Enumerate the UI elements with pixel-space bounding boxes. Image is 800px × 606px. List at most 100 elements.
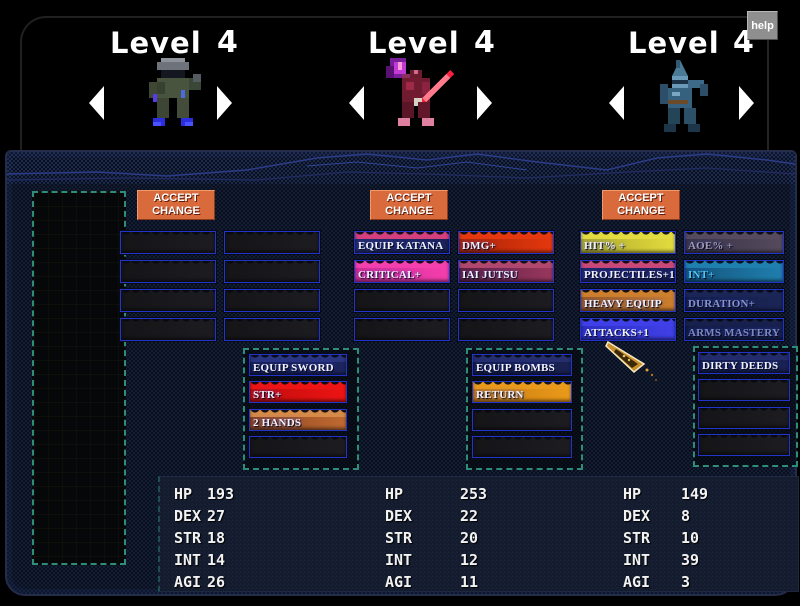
skill-button-arms-mastery[interactable]: ARMS MASTERY xyxy=(684,318,784,341)
prev-character-arrow[interactable] xyxy=(349,85,369,121)
stat-row: STR 20 xyxy=(385,529,487,551)
stat-label: AGI xyxy=(385,573,413,591)
stat-row: DEX 27 xyxy=(174,507,234,529)
skill-slot-empty[interactable] xyxy=(698,407,790,429)
skill-button-dmg-plus[interactable]: DMG+ xyxy=(458,231,554,254)
stat-row: DEX 22 xyxy=(385,507,487,529)
cursor-icon xyxy=(605,340,657,381)
stat-row: AGI 11 xyxy=(385,573,487,595)
character-sprite xyxy=(660,60,708,132)
stat-row: AGI 26 xyxy=(174,573,234,595)
stat-row: HP 253 xyxy=(385,485,487,507)
accept-line1: ACCEPT xyxy=(153,192,199,204)
stat-value: 14 xyxy=(207,551,226,569)
next-character-arrow[interactable] xyxy=(477,85,497,121)
left-arrow-icon xyxy=(609,86,624,120)
stat-value: 20 xyxy=(460,529,479,547)
accept-line2: CHANGE xyxy=(152,205,200,217)
stat-value: 12 xyxy=(460,551,479,569)
skill-slot-empty[interactable] xyxy=(472,409,572,431)
stat-label: HP xyxy=(174,485,193,503)
skill-slot-empty[interactable] xyxy=(354,318,450,341)
skill-slot-empty[interactable] xyxy=(120,231,216,254)
level-value: 4 xyxy=(217,25,238,60)
skill-button-attacks-plus[interactable]: ATTACKS+1 xyxy=(580,318,676,341)
stat-label: STR xyxy=(174,529,202,547)
right-arrow-icon xyxy=(217,86,232,120)
character-3-stats: HP 149 DEX 8 STR 10 INT 39 AGI 3 xyxy=(623,485,708,595)
stat-value: 3 xyxy=(681,573,691,591)
stat-row: INT 14 xyxy=(174,551,234,573)
next-character-arrow[interactable] xyxy=(739,85,759,121)
prev-character-arrow[interactable] xyxy=(89,85,109,121)
left-arrow-icon xyxy=(89,86,104,120)
stat-label: AGI xyxy=(174,573,202,591)
stat-row: STR 10 xyxy=(623,529,708,551)
stat-label: INT xyxy=(385,551,413,569)
skill-button-iai-jutsu[interactable]: IAI JUTSU xyxy=(458,260,554,283)
right-arrow-icon xyxy=(477,86,492,120)
skill-slot-empty[interactable] xyxy=(458,318,554,341)
skill-button-equip-katana[interactable]: EQUIP KATANA xyxy=(354,231,450,254)
skill-slot-empty[interactable] xyxy=(224,289,320,312)
level-value: 4 xyxy=(474,25,495,60)
skill-button-dirty-deeds[interactable]: DIRTY DEEDS xyxy=(698,352,790,374)
stat-label: DEX xyxy=(174,507,202,525)
character-1-stats: HP 193 DEX 27 STR 18 INT 14 AGI 26 xyxy=(174,485,234,595)
top-frame-border xyxy=(20,16,769,150)
skill-slot-empty[interactable] xyxy=(698,434,790,456)
skill-button-duration-plus[interactable]: DURATION+ xyxy=(684,289,784,312)
stat-label: HP xyxy=(623,485,642,503)
skill-button-projectiles[interactable]: PROJECTILES+1 xyxy=(580,260,676,283)
skill-button-str-plus[interactable]: STR+ xyxy=(249,381,347,403)
skill-slot-empty[interactable] xyxy=(249,436,347,458)
skill-slot-empty[interactable] xyxy=(224,318,320,341)
stats-panel: HP 193 DEX 27 STR 18 INT 14 AGI 26 HP 253 DEX 2… xyxy=(158,476,799,592)
accept-line2: CHANGE xyxy=(617,205,665,217)
skill-button-equip-bombs[interactable]: EQUIP BOMBS xyxy=(472,354,572,376)
accept-change-button[interactable]: ACCEPT CHANGE xyxy=(602,190,680,220)
next-character-arrow[interactable] xyxy=(217,85,237,121)
skill-button-equip-sword[interactable]: EQUIP SWORD xyxy=(249,354,347,376)
accept-change-button[interactable]: ACCEPT CHANGE xyxy=(137,190,215,220)
accept-change-button[interactable]: ACCEPT CHANGE xyxy=(370,190,448,220)
skill-slot-empty[interactable] xyxy=(120,289,216,312)
stat-value: 39 xyxy=(681,551,700,569)
skill-button-return[interactable]: RETURN xyxy=(472,381,572,403)
stat-row: HP 149 xyxy=(623,485,708,507)
skill-slot-empty[interactable] xyxy=(472,436,572,458)
prev-character-arrow[interactable] xyxy=(609,85,629,121)
stat-value: 18 xyxy=(207,529,226,547)
stat-label: AGI xyxy=(623,573,651,591)
skill-slot-empty[interactable] xyxy=(224,231,320,254)
accept-line1: ACCEPT xyxy=(386,192,432,204)
skill-button-aoe-percent[interactable]: AOE% + xyxy=(684,231,784,254)
stat-value: 193 xyxy=(207,485,235,503)
skill-slot-empty[interactable] xyxy=(120,260,216,283)
accept-line2: CHANGE xyxy=(385,205,433,217)
skill-slot-empty[interactable] xyxy=(354,289,450,312)
skill-button-heavy-equip[interactable]: HEAVY EQUIP xyxy=(580,289,676,312)
stat-value: 253 xyxy=(460,485,488,503)
stat-value: 22 xyxy=(460,507,479,525)
skill-button-hit-percent[interactable]: HIT% + xyxy=(580,231,676,254)
skill-button-int-plus[interactable]: INT+ xyxy=(684,260,784,283)
stat-row: INT 12 xyxy=(385,551,487,573)
help-button[interactable]: help xyxy=(747,11,778,40)
stat-value: 8 xyxy=(681,507,691,525)
stat-label: DEX xyxy=(385,507,413,525)
level-label: Level xyxy=(110,26,202,60)
skill-button-critical-plus[interactable]: CRITICAL+ xyxy=(354,260,450,283)
level-label: Level xyxy=(628,26,720,60)
skill-slot-empty[interactable] xyxy=(458,289,554,312)
skill-slot-empty[interactable] xyxy=(120,318,216,341)
stat-row: HP 193 xyxy=(174,485,234,507)
skill-slot-empty[interactable] xyxy=(698,379,790,401)
skill-button-2-hands[interactable]: 2 HANDS xyxy=(249,409,347,431)
stat-value: 149 xyxy=(681,485,709,503)
stat-value: 26 xyxy=(207,573,226,591)
skill-slot-empty[interactable] xyxy=(224,260,320,283)
stat-label: STR xyxy=(385,529,413,547)
left-sidebar-panel xyxy=(32,191,126,565)
